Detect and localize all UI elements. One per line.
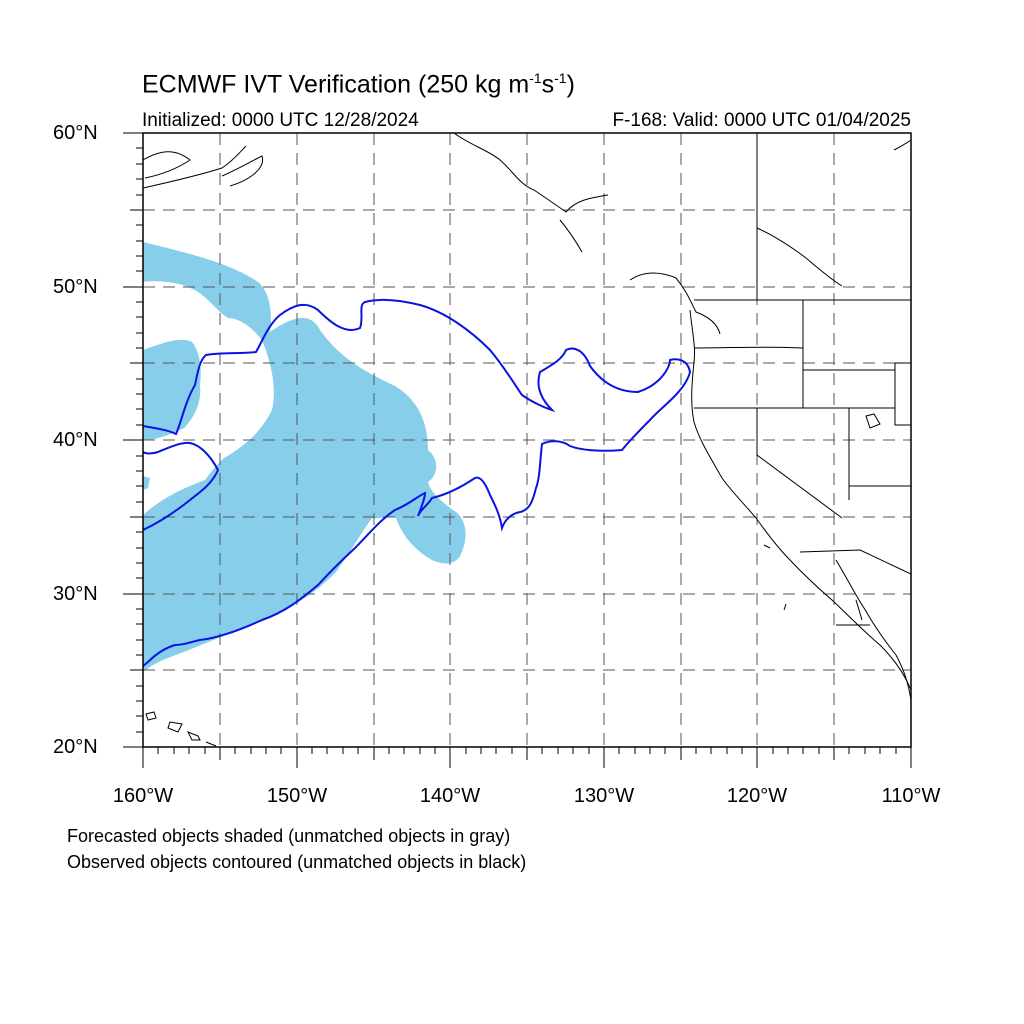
legend-forecast-note: Forecasted objects shaded (unmatched obj… xyxy=(67,826,511,846)
tick-marks xyxy=(123,132,912,768)
lat-label-30n: 30°N xyxy=(53,583,98,605)
minor-ticks xyxy=(136,147,897,754)
state-borders xyxy=(693,133,911,626)
map-title: ECMWF IVT Verification (250 kg m-1s-1) xyxy=(142,70,575,99)
lat-label-20n: 20°N xyxy=(53,736,98,758)
lon-label-110w: 110°W xyxy=(881,785,941,807)
lon-label-120w: 120°W xyxy=(726,785,788,807)
forecast-ivt-object-small xyxy=(143,476,150,490)
lon-label-160w: 160°W xyxy=(112,785,174,807)
coastlines xyxy=(143,133,911,701)
legend-observed-note: Observed objects contoured (unmatched ob… xyxy=(67,852,527,872)
lon-label-130w: 130°W xyxy=(573,785,635,807)
islands xyxy=(145,413,881,747)
lat-label-60n: 60°N xyxy=(53,122,98,144)
observed-ivt-contour-main xyxy=(143,298,692,667)
forecast-ivt-object-west xyxy=(143,339,201,440)
lon-label-150w: 150°W xyxy=(266,785,328,807)
lat-label-50n: 50°N xyxy=(53,276,98,298)
forecast-ivt-object-main xyxy=(143,242,466,672)
initialized-time: Initialized: 0000 UTC 12/28/2024 xyxy=(142,110,419,131)
valid-time: F-168: Valid: 0000 UTC 01/04/2025 xyxy=(612,110,911,131)
lat-label-40n: 40°N xyxy=(53,429,98,451)
lon-label-140w: 140°W xyxy=(419,785,481,807)
